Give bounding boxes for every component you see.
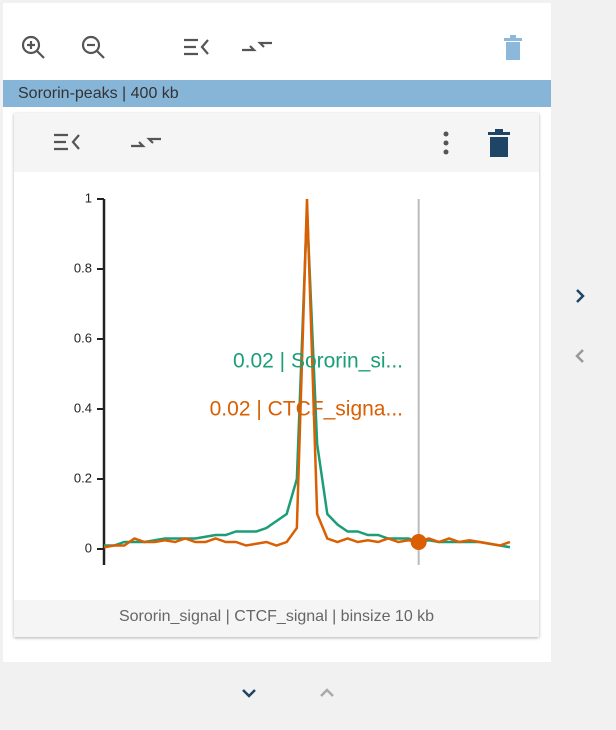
next[interactable] [576,289,585,303]
y-tick-label: 0.8 [74,260,92,275]
more[interactable] [443,131,449,155]
y-tick-label: 0.2 [74,470,92,485]
y-tick-label: 1 [85,190,92,205]
y-tick-label: 0.4 [74,400,92,415]
collapse[interactable] [54,133,80,151]
series-line [103,198,511,549]
hover-label: 0.02 | CTCF_signa... [210,398,403,421]
zoom-in[interactable] [21,35,41,55]
card-icons [54,129,510,157]
card-toolbar [14,113,539,172]
y-tick-label: 0.6 [74,330,92,345]
delete[interactable] [504,35,522,60]
up[interactable] [320,688,334,697]
hover-label: 0.02 | Sororin_si... [233,350,403,373]
down[interactable] [242,689,256,698]
collapse[interactable] [184,38,209,56]
compress[interactable] [131,137,161,148]
zoom-out[interactable] [81,35,101,55]
panel-title: Sororin-peaks | 400 kb [3,80,551,107]
delete[interactable] [488,129,510,157]
prev[interactable] [575,349,584,363]
cursor-marker [410,534,427,550]
chart-footer: Sororin_signal | CTCF_signal | binsize 1… [14,600,539,637]
y-tick-label: 0 [85,540,92,555]
top-toolbar [21,35,522,60]
compress[interactable] [242,41,272,52]
